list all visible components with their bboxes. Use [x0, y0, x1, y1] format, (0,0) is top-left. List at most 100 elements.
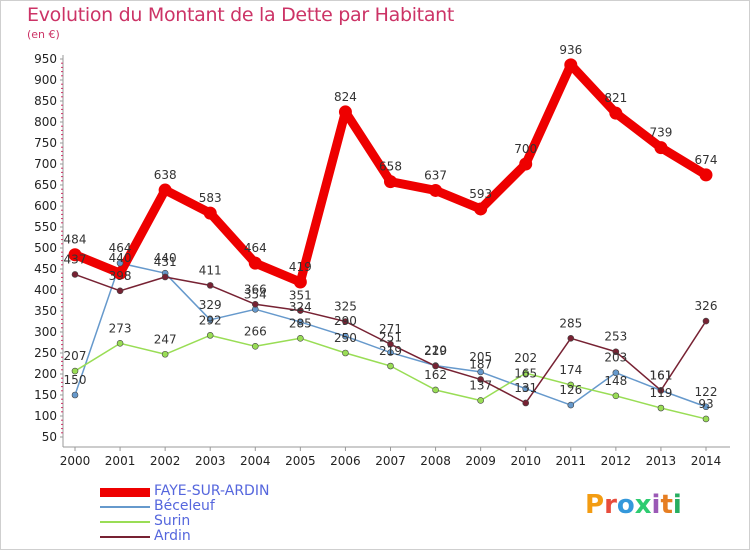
data-point — [612, 348, 620, 356]
y-tick-label: 100 — [34, 409, 57, 423]
logo-letter: r — [604, 490, 617, 520]
data-point — [68, 248, 82, 262]
data-point — [612, 392, 620, 400]
data-point — [297, 307, 304, 314]
data-label: 93 — [698, 397, 713, 411]
data-point — [248, 256, 262, 270]
data-point — [702, 403, 710, 411]
proxiti-logo: Proxiti — [585, 490, 682, 520]
data-label: 290 — [334, 314, 357, 328]
data-label: 285 — [289, 316, 312, 330]
data-point — [293, 275, 307, 289]
data-point — [342, 318, 349, 325]
data-point — [387, 362, 394, 370]
y-tick-label: 750 — [34, 136, 57, 150]
data-point — [338, 105, 352, 119]
data-point — [702, 415, 710, 423]
x-tick-label: 2003 — [195, 454, 226, 468]
data-label: 292 — [199, 313, 222, 327]
y-tick-label: 800 — [34, 115, 57, 129]
y-tick-label: 950 — [34, 52, 57, 66]
data-point — [161, 350, 169, 358]
data-label: 219 — [379, 344, 402, 358]
data-point — [387, 349, 394, 356]
x-tick-label: 2006 — [330, 454, 361, 468]
data-label: 202 — [514, 351, 537, 365]
data-point — [384, 175, 397, 189]
data-point — [116, 259, 124, 267]
data-label: 273 — [109, 321, 132, 335]
data-label: 251 — [379, 331, 402, 345]
data-point — [251, 342, 259, 350]
data-label: 271 — [379, 322, 402, 336]
y-tick-label: 350 — [34, 304, 57, 318]
x-tick-label: 2002 — [150, 454, 181, 468]
data-point — [342, 349, 349, 357]
y-tick-label: 700 — [34, 157, 57, 171]
data-label: 821 — [604, 91, 627, 105]
data-label: 351 — [289, 289, 312, 303]
data-label: 366 — [244, 282, 267, 296]
data-label: 161 — [649, 368, 672, 382]
data-point — [251, 300, 259, 308]
data-point — [699, 168, 713, 182]
y-tick-label: 600 — [34, 199, 57, 213]
data-label: 250 — [334, 331, 357, 345]
x-tick-label: 2005 — [285, 454, 316, 468]
data-label: 205 — [469, 350, 492, 364]
data-point — [432, 362, 439, 370]
data-point — [71, 367, 79, 375]
data-label: 638 — [154, 168, 177, 182]
legend-label: Ardin — [154, 528, 191, 544]
data-point — [429, 183, 443, 197]
data-label: 220 — [424, 344, 447, 358]
y-tick-label: 850 — [34, 94, 57, 108]
data-label: 437 — [64, 252, 87, 266]
data-point — [522, 385, 530, 393]
logo-letter: x — [634, 490, 652, 520]
chart-unit: (en €) — [27, 28, 60, 41]
data-label: 285 — [559, 316, 582, 330]
data-point — [567, 401, 575, 409]
data-point — [657, 404, 665, 412]
data-point — [474, 202, 488, 216]
data-point — [564, 58, 578, 72]
data-point — [113, 266, 127, 280]
data-point — [522, 369, 530, 377]
data-label: 266 — [244, 324, 267, 338]
x-tick-label: 2009 — [465, 454, 496, 468]
data-label: 936 — [559, 43, 582, 57]
data-label: 593 — [469, 187, 492, 201]
data-point — [477, 397, 484, 404]
data-label: 440 — [109, 251, 132, 265]
data-label: 674 — [695, 153, 718, 167]
data-label: 162 — [424, 368, 447, 382]
x-tick-label: 2004 — [240, 454, 271, 468]
legend-label: Béceleuf — [154, 498, 215, 514]
data-point — [654, 141, 668, 155]
data-label: 824 — [334, 90, 357, 104]
logo-letter: o — [616, 490, 635, 520]
data-point — [657, 387, 665, 394]
data-point — [161, 273, 169, 281]
y-tick-label: 500 — [34, 241, 57, 255]
data-label: 325 — [334, 300, 357, 314]
y-tick-label: 200 — [34, 367, 57, 381]
y-tick-label: 300 — [34, 325, 57, 339]
legend-label: Surin — [154, 513, 191, 529]
data-point — [432, 386, 439, 394]
data-label: 247 — [154, 332, 177, 346]
data-label: 419 — [289, 260, 312, 274]
data-point — [609, 106, 623, 120]
data-label: 411 — [199, 263, 222, 277]
data-label: 203 — [604, 351, 627, 365]
y-tick-label: 450 — [34, 262, 57, 276]
data-point — [387, 340, 394, 348]
data-point — [206, 282, 214, 289]
y-tick-label: 650 — [34, 178, 57, 192]
data-label: 119 — [649, 386, 672, 400]
x-tick-label: 2013 — [646, 454, 677, 468]
x-tick-label: 2000 — [60, 454, 91, 468]
y-tick-label: 550 — [34, 220, 57, 234]
